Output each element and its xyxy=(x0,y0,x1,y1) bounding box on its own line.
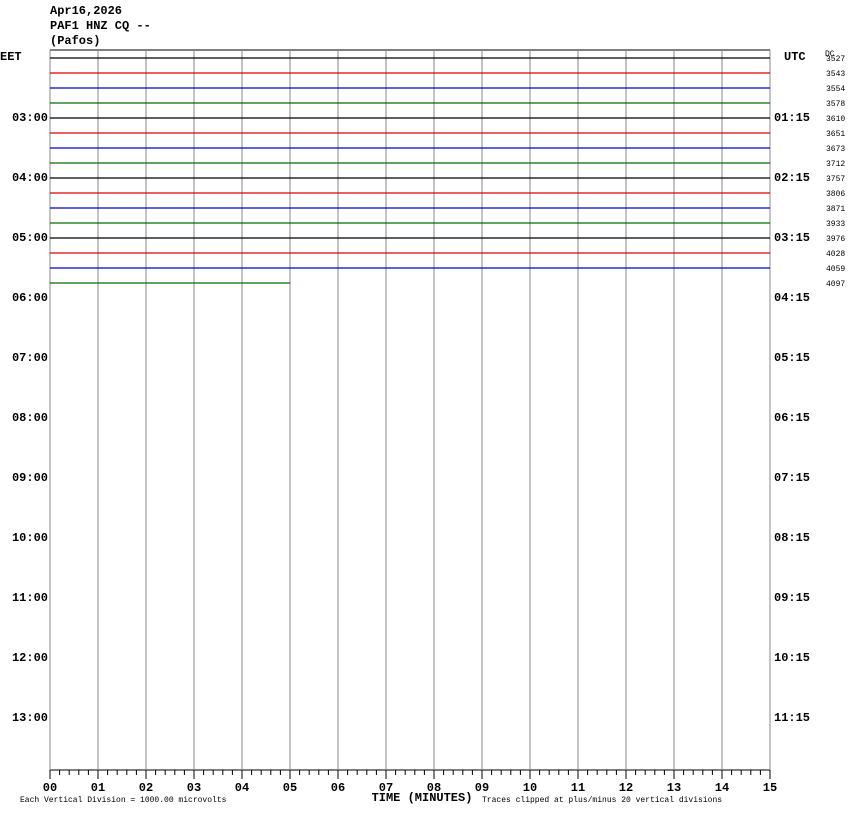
right-zone: UTC xyxy=(784,50,806,64)
x-tick-label: 00 xyxy=(43,781,57,795)
trace-offset: 3712 xyxy=(826,160,845,169)
x-axis-label: TIME (MINUTES) xyxy=(372,791,473,805)
right-hour: 05:15 xyxy=(774,351,810,365)
trace-offset: 3806 xyxy=(826,190,845,199)
trace-offset: 4059 xyxy=(826,265,845,274)
x-tick-label: 01 xyxy=(91,781,105,795)
trace-offset: 3527 xyxy=(826,55,845,64)
right-hour: 08:15 xyxy=(774,531,810,545)
right-hour: 06:15 xyxy=(774,411,810,425)
left-hour: 09:00 xyxy=(12,471,48,485)
station: PAF1 HNZ CQ -- xyxy=(50,19,151,33)
x-tick-label: 10 xyxy=(523,781,537,795)
trace-offset: 3578 xyxy=(826,100,845,109)
trace-offset: 4097 xyxy=(826,280,845,289)
trace-offset: 3976 xyxy=(826,235,845,244)
left-hour: 13:00 xyxy=(12,711,48,725)
right-hour: 07:15 xyxy=(774,471,810,485)
left-hour: 05:00 xyxy=(12,231,48,245)
location: (Pafos) xyxy=(50,34,100,48)
x-tick-label: 03 xyxy=(187,781,201,795)
x-tick-label: 14 xyxy=(715,781,729,795)
right-hour: 01:15 xyxy=(774,111,810,125)
right-hour: 10:15 xyxy=(774,651,810,665)
trace-offset: 3610 xyxy=(826,115,845,124)
left-hour: 08:00 xyxy=(12,411,48,425)
x-tick-label: 09 xyxy=(475,781,489,795)
date: Apr16,2026 xyxy=(50,4,122,18)
x-tick-label: 05 xyxy=(283,781,297,795)
scale-note: Each Vertical Division = 1000.00 microvo… xyxy=(20,796,227,805)
right-hour: 09:15 xyxy=(774,591,810,605)
x-tick-label: 15 xyxy=(763,781,777,795)
x-tick-label: 02 xyxy=(139,781,153,795)
trace-offset: 3933 xyxy=(826,220,845,229)
right-hour: 02:15 xyxy=(774,171,810,185)
x-tick-label: 08 xyxy=(427,781,441,795)
x-tick-label: 12 xyxy=(619,781,633,795)
left-hour: 07:00 xyxy=(12,351,48,365)
x-tick-label: 07 xyxy=(379,781,393,795)
x-tick-label: 11 xyxy=(571,781,585,795)
dc-label: DC xyxy=(825,50,835,59)
x-tick-label: 13 xyxy=(667,781,681,795)
trace-offset: 3673 xyxy=(826,145,845,154)
left-hour: 04:00 xyxy=(12,171,48,185)
trace-offset: 3543 xyxy=(826,70,845,79)
left-hour: 03:00 xyxy=(12,111,48,125)
left-hour: 11:00 xyxy=(12,591,48,605)
trace-offset: 4028 xyxy=(826,250,845,259)
right-hour: 11:15 xyxy=(774,711,810,725)
left-hour: 12:00 xyxy=(12,651,48,665)
clip-note: Traces clipped at plus/minus 20 vertical… xyxy=(482,796,722,805)
trace-offset: 3871 xyxy=(826,205,845,214)
right-hour: 03:15 xyxy=(774,231,810,245)
x-tick-label: 04 xyxy=(235,781,249,795)
x-tick-label: 06 xyxy=(331,781,345,795)
trace-offset: 3651 xyxy=(826,130,845,139)
left-hour: 06:00 xyxy=(12,291,48,305)
trace-offset: 3554 xyxy=(826,85,845,94)
left-zone: EET xyxy=(0,50,22,64)
left-hour: 10:00 xyxy=(12,531,48,545)
right-hour: 04:15 xyxy=(774,291,810,305)
trace-offset: 3757 xyxy=(826,175,845,184)
